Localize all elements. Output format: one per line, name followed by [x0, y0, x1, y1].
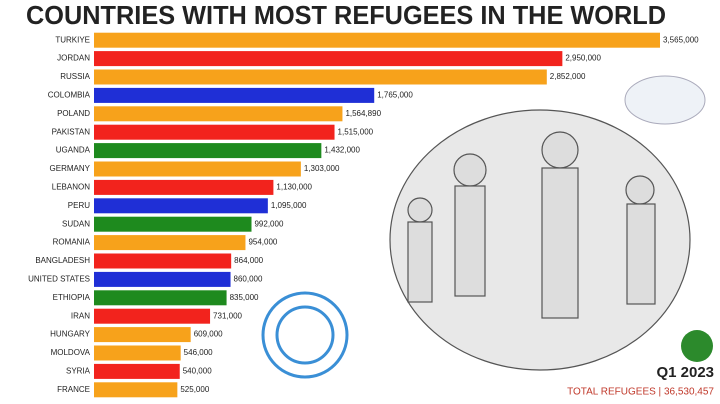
- bar: [94, 308, 211, 324]
- category-label: POLAND: [57, 109, 90, 118]
- value-label: 731,000: [213, 311, 242, 320]
- value-label: 835,000: [230, 293, 259, 302]
- bar: [94, 161, 301, 177]
- chart-title: COUNTRIES WITH MOST REFUGEES IN THE WORL…: [26, 0, 666, 30]
- value-label: 609,000: [194, 330, 223, 339]
- value-label: 1,130,000: [276, 183, 312, 192]
- category-label: IRAN: [71, 311, 90, 320]
- category-label: HUNGARY: [50, 330, 91, 339]
- category-label: BANGLADESH: [35, 256, 90, 265]
- value-label: 954,000: [248, 238, 277, 247]
- category-label: SUDAN: [62, 219, 90, 228]
- bar: [94, 327, 191, 343]
- value-label: 546,000: [184, 348, 213, 357]
- badge: [681, 330, 713, 362]
- category-label: UNITED STATES: [28, 275, 90, 284]
- value-label: 1,765,000: [377, 91, 413, 100]
- un-emblem: [261, 291, 349, 379]
- bar: [94, 216, 252, 232]
- illustration: [389, 109, 691, 371]
- category-label: MOLDOVA: [51, 348, 91, 357]
- value-label: 2,852,000: [550, 72, 586, 81]
- category-label: RUSSIA: [60, 72, 90, 81]
- value-label: 1,095,000: [271, 201, 307, 210]
- bar: [94, 143, 322, 159]
- category-label: PERU: [68, 201, 90, 210]
- category-label: COLOMBIA: [48, 91, 91, 100]
- value-label: 1,564,890: [345, 109, 381, 118]
- bar: [94, 363, 180, 379]
- value-label: 540,000: [183, 367, 212, 376]
- bar: [94, 106, 343, 122]
- value-label: 1,515,000: [338, 127, 374, 136]
- category-label: UGANDA: [56, 146, 91, 155]
- bar: [94, 51, 563, 67]
- bar: [94, 69, 547, 85]
- dove: [624, 75, 706, 125]
- value-label: 2,950,000: [565, 54, 601, 63]
- period: Q1 2023: [656, 364, 714, 381]
- bar: [94, 290, 227, 306]
- category-label: LEBANON: [52, 183, 90, 192]
- category-label: FRANCE: [57, 385, 90, 394]
- bar: [94, 124, 335, 140]
- category-label: JORDAN: [57, 54, 90, 63]
- bar: [94, 87, 375, 103]
- value-label: 525,000: [180, 385, 209, 394]
- category-label: ETHIOPIA: [53, 293, 91, 302]
- bar: [94, 179, 274, 195]
- category-label: PAKISTAN: [52, 127, 91, 136]
- bar: [94, 253, 232, 269]
- value-label: 1,432,000: [324, 146, 360, 155]
- value-label: 860,000: [234, 275, 263, 284]
- bar: [94, 198, 268, 214]
- bar: [94, 345, 181, 361]
- bar: [94, 235, 246, 251]
- value-label: 992,000: [254, 219, 283, 228]
- bar: [94, 32, 660, 48]
- category-label: SYRIA: [66, 367, 91, 376]
- bar: [94, 382, 178, 398]
- value-label: 3,565,000: [663, 35, 699, 44]
- value-label: 1,303,000: [304, 164, 340, 173]
- category-label: ROMANIA: [53, 238, 91, 247]
- category-label: GERMANY: [50, 164, 91, 173]
- value-label: 864,000: [234, 256, 263, 265]
- total-refugees: TOTAL REFUGEES | 36,530,457: [567, 387, 714, 398]
- bar: [94, 271, 231, 287]
- category-label: TURKIYE: [55, 35, 90, 44]
